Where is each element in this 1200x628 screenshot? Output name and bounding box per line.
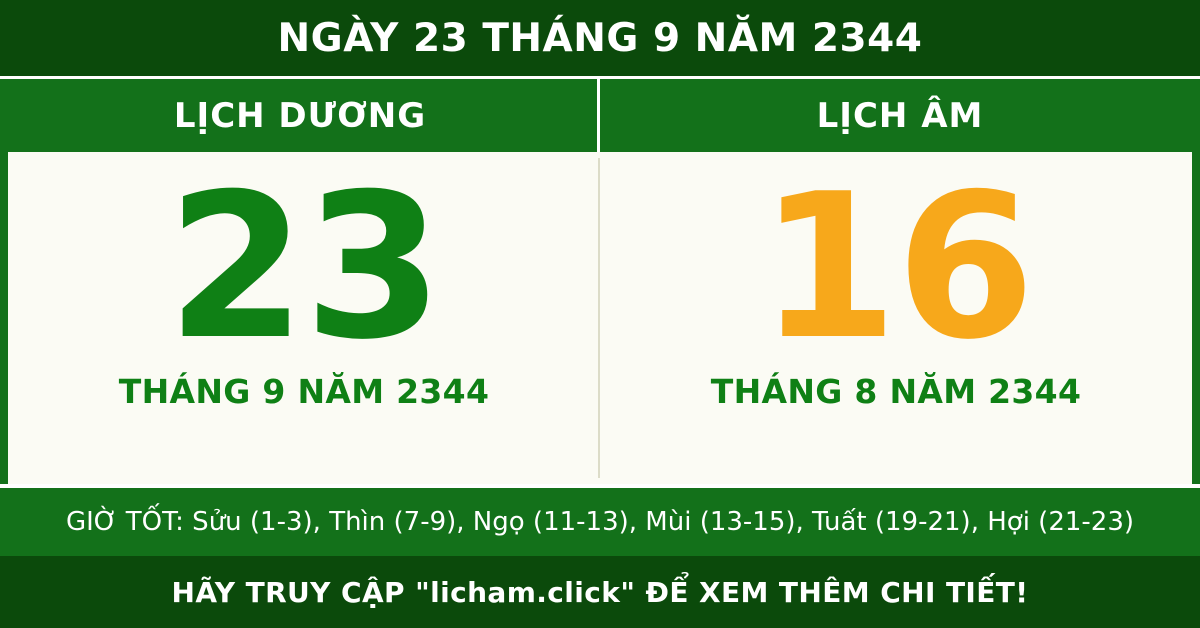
page-title: NGÀY 23 THÁNG 9 NĂM 2344 <box>277 15 923 61</box>
solar-month-year: THÁNG 9 NĂM 2344 <box>118 372 490 411</box>
solar-date-pane: 23 THÁNG 9 NĂM 2344 <box>8 152 600 484</box>
lunar-day-number: 16 <box>758 151 1035 384</box>
footer-cta-text: HÃY TRUY CẬP "licham.click" ĐỂ XEM THÊM … <box>171 575 1029 609</box>
footer-bar: HÃY TRUY CẬP "licham.click" ĐỂ XEM THÊM … <box>0 556 1200 628</box>
solar-column-label: LỊCH DƯƠNG <box>173 95 427 136</box>
good-hours-bar: GIỜ TỐT: Sửu (1-3), Thìn (7-9), Ngọ (11-… <box>0 484 1200 556</box>
lunar-date-pane: 16 THÁNG 8 NĂM 2344 <box>600 152 1192 484</box>
right-edge-accent <box>1192 152 1200 484</box>
good-hours-text: GIỜ TỐT: Sửu (1-3), Thìn (7-9), Ngọ (11-… <box>65 507 1135 537</box>
title-bar: NGÀY 23 THÁNG 9 NĂM 2344 <box>0 0 1200 76</box>
lunar-column-header: LỊCH ÂM <box>600 79 1200 152</box>
date-panes: 23 THÁNG 9 NĂM 2344 16 THÁNG 8 NĂM 2344 <box>8 152 1192 484</box>
column-headers: LỊCH DƯƠNG LỊCH ÂM <box>0 76 1200 152</box>
lunar-column-label: LỊCH ÂM <box>816 95 984 136</box>
solar-column-header: LỊCH DƯƠNG <box>0 79 600 152</box>
calendar-body: 23 THÁNG 9 NĂM 2344 16 THÁNG 8 NĂM 2344 <box>0 152 1200 484</box>
lunar-month-year: THÁNG 8 NĂM 2344 <box>710 372 1082 411</box>
left-edge-accent <box>0 152 8 484</box>
solar-day-number: 23 <box>166 151 443 384</box>
